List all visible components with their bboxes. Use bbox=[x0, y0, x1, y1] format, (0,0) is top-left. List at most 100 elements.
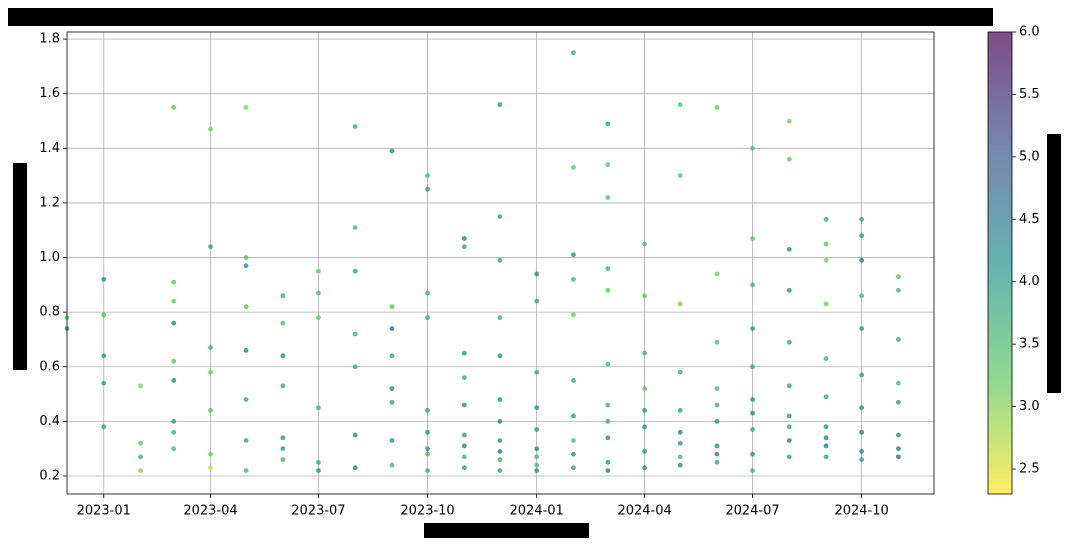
point bbox=[677, 429, 683, 435]
point bbox=[605, 435, 611, 441]
point bbox=[605, 266, 611, 271]
point bbox=[316, 268, 321, 274]
y-tick-label: 0.6 bbox=[39, 359, 60, 374]
point bbox=[138, 440, 143, 446]
point bbox=[896, 380, 901, 386]
point bbox=[750, 468, 755, 473]
point bbox=[389, 386, 395, 392]
point bbox=[896, 446, 901, 452]
point bbox=[171, 320, 177, 326]
point bbox=[101, 312, 107, 318]
point bbox=[786, 454, 792, 460]
point bbox=[497, 353, 503, 359]
point bbox=[677, 173, 683, 179]
point bbox=[677, 440, 683, 446]
point bbox=[714, 104, 720, 110]
point bbox=[243, 263, 249, 269]
redacted-x-label bbox=[424, 523, 589, 538]
point bbox=[859, 216, 865, 222]
point bbox=[171, 358, 177, 364]
point bbox=[171, 429, 177, 435]
point bbox=[461, 454, 467, 460]
x-tick-label: 2024-07 bbox=[725, 504, 779, 519]
point bbox=[461, 402, 467, 408]
point bbox=[605, 418, 611, 424]
point bbox=[750, 282, 755, 288]
point bbox=[786, 118, 792, 124]
point bbox=[859, 457, 865, 462]
point bbox=[642, 424, 648, 430]
point bbox=[534, 271, 540, 277]
point bbox=[859, 257, 865, 263]
point bbox=[171, 279, 177, 285]
point bbox=[571, 276, 576, 282]
point bbox=[171, 446, 177, 452]
point bbox=[786, 424, 792, 430]
point bbox=[138, 468, 143, 473]
point bbox=[280, 353, 286, 359]
point bbox=[750, 397, 755, 402]
point bbox=[138, 383, 143, 389]
point bbox=[859, 405, 865, 411]
point bbox=[534, 468, 540, 473]
y-tick-label: 1.4 bbox=[39, 141, 60, 156]
point bbox=[280, 457, 286, 462]
point bbox=[823, 454, 829, 460]
point bbox=[497, 102, 503, 108]
point bbox=[208, 451, 213, 457]
point bbox=[714, 271, 720, 277]
point bbox=[786, 438, 792, 443]
point bbox=[859, 372, 865, 378]
point bbox=[171, 418, 177, 424]
x-tick-label: 2023-01 bbox=[77, 504, 131, 519]
point bbox=[461, 350, 467, 356]
point bbox=[714, 451, 720, 457]
point bbox=[497, 468, 503, 473]
point bbox=[896, 274, 901, 280]
point bbox=[750, 364, 755, 370]
point bbox=[425, 446, 430, 452]
point bbox=[208, 369, 213, 375]
point bbox=[605, 361, 611, 367]
point bbox=[243, 304, 249, 310]
point bbox=[243, 438, 249, 443]
point bbox=[677, 369, 683, 375]
point bbox=[605, 121, 611, 127]
point bbox=[896, 399, 901, 405]
point bbox=[859, 233, 865, 239]
point bbox=[677, 454, 683, 460]
point bbox=[571, 50, 576, 56]
colorbar-tick-label: 5.0 bbox=[1019, 149, 1040, 164]
x-tick-label: 2024-04 bbox=[617, 504, 671, 519]
point bbox=[425, 290, 430, 296]
colorbar-tick-label: 4.5 bbox=[1019, 212, 1040, 227]
point bbox=[316, 459, 321, 465]
point bbox=[461, 465, 467, 471]
point bbox=[786, 339, 792, 345]
point bbox=[461, 236, 467, 241]
point bbox=[642, 293, 648, 299]
point bbox=[171, 104, 177, 110]
y-tick-label: 0.4 bbox=[39, 414, 60, 429]
point bbox=[605, 195, 611, 200]
point bbox=[534, 405, 540, 411]
point bbox=[534, 454, 540, 460]
point bbox=[425, 315, 430, 321]
point bbox=[280, 320, 286, 326]
point bbox=[497, 418, 503, 424]
y-tick-label: 1.0 bbox=[39, 250, 60, 265]
point bbox=[389, 438, 395, 443]
point bbox=[243, 255, 249, 260]
point bbox=[425, 408, 430, 413]
point bbox=[425, 429, 430, 435]
point bbox=[571, 312, 576, 318]
point bbox=[243, 347, 249, 353]
point bbox=[208, 244, 213, 250]
point bbox=[389, 304, 395, 310]
point bbox=[859, 326, 865, 331]
colorbar-tick-label: 6.0 bbox=[1019, 25, 1040, 40]
point bbox=[571, 413, 576, 419]
point bbox=[642, 408, 648, 413]
point bbox=[823, 301, 829, 307]
